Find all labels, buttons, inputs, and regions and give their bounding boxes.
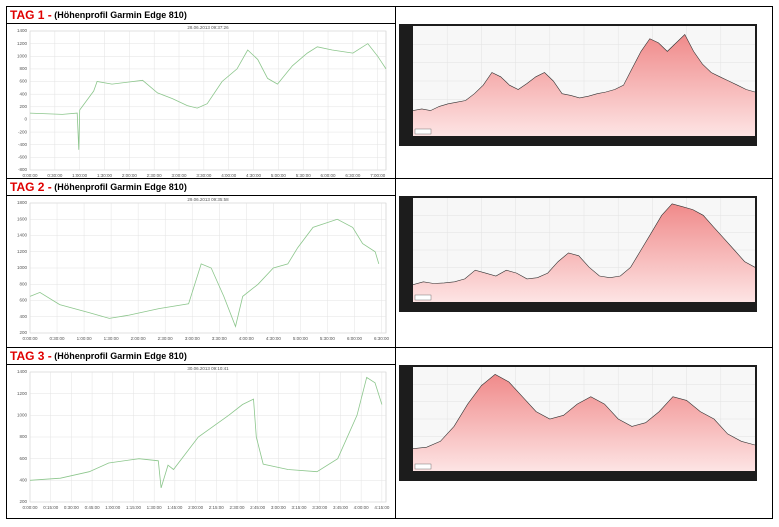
x-tick-label: 1:30:00 (104, 336, 120, 341)
x-tick-label: 3:00:00 (172, 173, 188, 178)
elevation-line (29, 376, 383, 489)
x-tick-label: 5:00:00 (293, 336, 309, 341)
y-tick-label: 0 (24, 117, 27, 122)
y-tick-label: 1400 (17, 28, 28, 33)
y-tick-label: -200 (18, 129, 28, 134)
x-tick-label: 1:00:00 (72, 173, 88, 178)
y-tick-label: -800 (18, 167, 28, 172)
x-tick-label: 1:00:00 (77, 336, 93, 341)
x-tick-label: 3:30:00 (196, 173, 212, 178)
y-tick-label: -400 (18, 142, 28, 147)
elevation-area (413, 374, 755, 471)
elevation-area (413, 34, 755, 136)
x-tick-label: 0:00:00 (22, 173, 38, 178)
x-tick-label: 0:15:00 (43, 505, 59, 510)
y-tick-label: -600 (18, 155, 28, 160)
x-tick-label: 3:00:00 (271, 505, 287, 510)
y-tick-label: 400 (19, 314, 27, 319)
x-tick-label: 4:00:00 (354, 505, 370, 510)
elevation-line (29, 218, 380, 328)
x-tick-label: 0:30:00 (47, 173, 63, 178)
x-tick-label: 4:00:00 (221, 173, 237, 178)
y-tick-label: 1600 (17, 216, 28, 221)
table-grid (6, 6, 773, 519)
x-tick-label: 5:30:00 (320, 336, 336, 341)
x-tick-label: 2:00:00 (188, 505, 204, 510)
y-tick-label: 800 (19, 434, 27, 439)
x-tick-label: 4:15:00 (374, 505, 390, 510)
x-tick-label: 1:45:00 (167, 505, 183, 510)
x-tick-label: 2:15:00 (209, 505, 225, 510)
x-tick-label: 1:30:00 (97, 173, 113, 178)
y-tick-label: 1200 (17, 249, 28, 254)
mini-legend (414, 294, 432, 301)
y-tick-label: 400 (19, 478, 27, 483)
x-tick-label: 3:45:00 (333, 505, 349, 510)
elevation-outline (412, 203, 756, 285)
elevation-outline (412, 374, 756, 449)
y-tick-label: 400 (19, 91, 27, 96)
y-tick-label: 800 (19, 66, 27, 71)
x-tick-label: 0:30:00 (50, 336, 66, 341)
x-tick-label: 6:00:00 (347, 336, 363, 341)
mini-legend (414, 128, 432, 135)
mini-legend (414, 463, 432, 470)
y-tick-label: 600 (19, 456, 27, 461)
heading: TAG 1 - (Höhenprofil Garmin Edge 810) (10, 8, 187, 22)
x-tick-label: 0:00:00 (22, 336, 38, 341)
x-tick-label: 2:30:00 (147, 173, 163, 178)
y-tick-label: 800 (19, 281, 27, 286)
x-tick-label: 7:00:00 (370, 173, 386, 178)
x-tick-label: 0:00:00 (22, 505, 38, 510)
y-tick-label: 1200 (17, 41, 28, 46)
x-tick-label: 6:30:00 (345, 173, 361, 178)
x-tick-label: 4:30:00 (246, 173, 262, 178)
x-tick-label: 5:30:00 (296, 173, 312, 178)
x-tick-label: 4:30:00 (266, 336, 282, 341)
chart-subtitle: 30.06.2013 09:10:41 (187, 366, 229, 371)
x-tick-label: 0:45:00 (85, 505, 101, 510)
y-tick-label: 600 (19, 79, 27, 84)
x-tick-label: 3:15:00 (292, 505, 308, 510)
x-tick-label: 1:30:00 (147, 505, 163, 510)
y-tick-label: 200 (19, 330, 27, 335)
x-tick-label: 2:00:00 (122, 173, 138, 178)
elevation-outline (412, 34, 756, 111)
x-tick-label: 0:30:00 (64, 505, 80, 510)
y-tick-label: 200 (19, 104, 27, 109)
x-tick-label: 1:00:00 (105, 505, 121, 510)
y-tick-label: 600 (19, 298, 27, 303)
y-tick-label: 1400 (17, 233, 28, 238)
heading: TAG 3 - (Höhenprofil Garmin Edge 810) (10, 349, 187, 363)
y-tick-label: 1000 (17, 53, 28, 58)
x-tick-label: 6:00:00 (321, 173, 337, 178)
x-tick-label: 6:30:00 (374, 336, 390, 341)
y-tick-label: 200 (19, 499, 27, 504)
heading: TAG 2 - (Höhenprofil Garmin Edge 810) (10, 180, 187, 194)
x-tick-label: 2:00:00 (131, 336, 147, 341)
x-tick-label: 4:00:00 (239, 336, 255, 341)
y-tick-label: 1800 (17, 200, 28, 205)
x-tick-label: 2:45:00 (250, 505, 266, 510)
x-tick-label: 3:30:00 (312, 505, 328, 510)
plot-area (29, 30, 387, 171)
x-tick-label: 1:15:00 (126, 505, 142, 510)
x-tick-label: 5:00:00 (271, 173, 287, 178)
x-tick-label: 3:30:00 (212, 336, 228, 341)
elevation-line (29, 43, 387, 150)
x-tick-label: 2:30:00 (229, 505, 245, 510)
chart-subtitle: 29.06.2013 09:35:58 (187, 197, 229, 202)
chart-subtitle: 28.06.2013 09:37:26 (187, 25, 229, 30)
x-tick-label: 2:30:00 (158, 336, 174, 341)
y-tick-label: 1200 (17, 391, 28, 396)
y-tick-label: 1400 (17, 369, 28, 374)
elevation-area (413, 203, 755, 302)
x-tick-label: 3:00:00 (185, 336, 201, 341)
y-tick-label: 1000 (17, 413, 28, 418)
y-tick-label: 1000 (17, 265, 28, 270)
